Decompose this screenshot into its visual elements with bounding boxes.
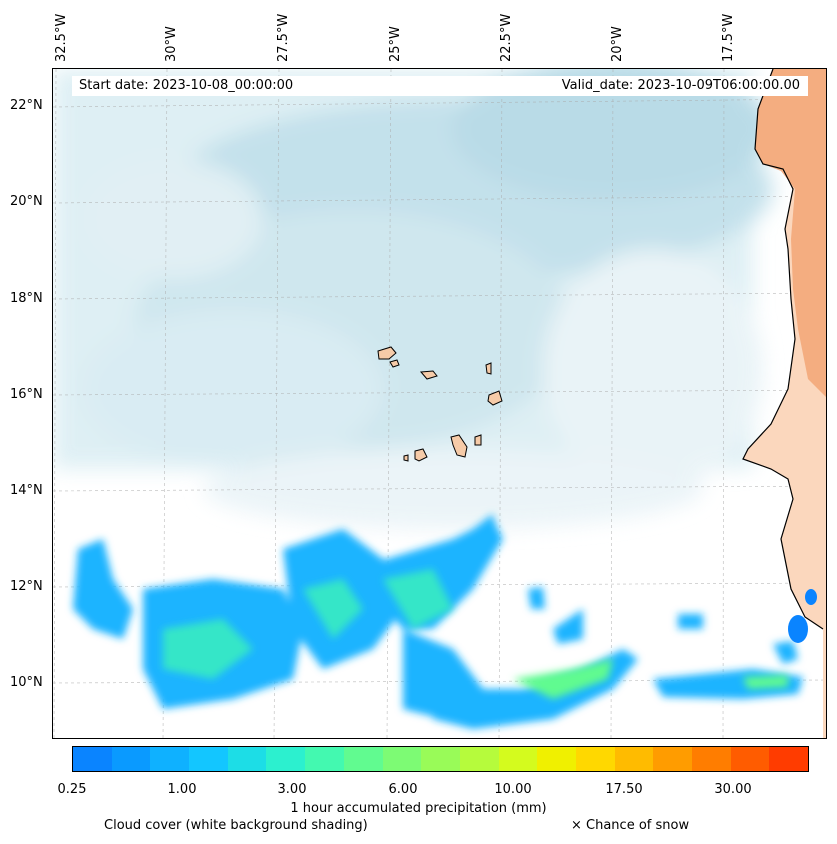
colorbar-segment: [614, 747, 654, 771]
colorbar-tick: 3.00: [277, 782, 307, 797]
colorbar-segment: [459, 747, 499, 771]
lat-label-16n: 16°N: [10, 387, 43, 402]
date-header: Start date: 2023-10-08_00:00:00 Valid_da…: [72, 76, 808, 96]
colorbar-segment: [382, 747, 422, 771]
lat-label-12n: 12°N: [10, 579, 43, 594]
cape-verde-islands: [377, 346, 503, 462]
colorbar-segment: [111, 747, 151, 771]
colorbar-segment: [537, 747, 576, 771]
lat-label-10n: 10°N: [10, 675, 43, 690]
colorbar-tick: 1.00: [167, 782, 197, 797]
lon-label-30w: 30°W: [164, 26, 179, 62]
colorbar-segment: [266, 747, 306, 771]
colorbar-segment: [305, 747, 344, 771]
colorbar-segment: [343, 747, 383, 771]
map-canvas: [53, 69, 826, 738]
lat-label-20n: 20°N: [10, 194, 43, 209]
africa-landmass: [742, 69, 826, 738]
colorbar-segment: [73, 747, 112, 771]
precipitation-layer-moderate: [163, 569, 788, 699]
colorbar-segment: [692, 747, 731, 771]
colorbar-tick: 6.00: [388, 782, 418, 797]
colorbar-segment: [498, 747, 538, 771]
colorbar-segment: [227, 747, 267, 771]
colorbar-segment: [421, 747, 460, 771]
precip-colorbar: [72, 746, 809, 772]
lat-label-18n: 18°N: [10, 291, 43, 306]
colorbar-tick: 10.00: [494, 782, 532, 797]
map-panel[interactable]: [52, 68, 827, 739]
lon-label-20w: 20°W: [610, 26, 625, 62]
valid-date: Valid_date: 2023-10-09T06:00:00.00: [561, 78, 800, 93]
lon-label-17.5w: 17.5°W: [721, 13, 736, 62]
colorbar-segment: [575, 747, 615, 771]
start-date: Start date: 2023-10-08_00:00:00: [79, 78, 294, 93]
colorbar-segment: [150, 747, 190, 771]
colorbar-tick: 30.00: [714, 782, 752, 797]
lon-label-25w: 25°W: [388, 26, 403, 62]
coastal-blue-patches: [788, 589, 817, 643]
cloud-cover-layer: [53, 69, 773, 529]
colorbar-title: 1 hour accumulated precipitation (mm): [290, 801, 547, 816]
colorbar-segment: [730, 747, 770, 771]
precipitation-layer: [73, 514, 803, 729]
colorbar-segment: [769, 747, 809, 771]
colorbar-tick: 17.50: [605, 782, 643, 797]
lon-label-22.5w: 22.5°W: [499, 13, 514, 62]
colorbar-tick: 0.25: [57, 782, 87, 797]
lon-label-27.5w: 27.5°W: [276, 13, 291, 62]
snow-note: × Chance of snow: [571, 818, 690, 833]
cloud-cover-note: Cloud cover (white background shading): [104, 818, 368, 833]
colorbar-segment: [189, 747, 228, 771]
colorbar-segment: [653, 747, 692, 771]
lat-label-22n: 22°N: [10, 98, 43, 113]
lat-label-14n: 14°N: [10, 483, 43, 498]
lon-label-32.5w: 32.5°W: [54, 13, 69, 62]
